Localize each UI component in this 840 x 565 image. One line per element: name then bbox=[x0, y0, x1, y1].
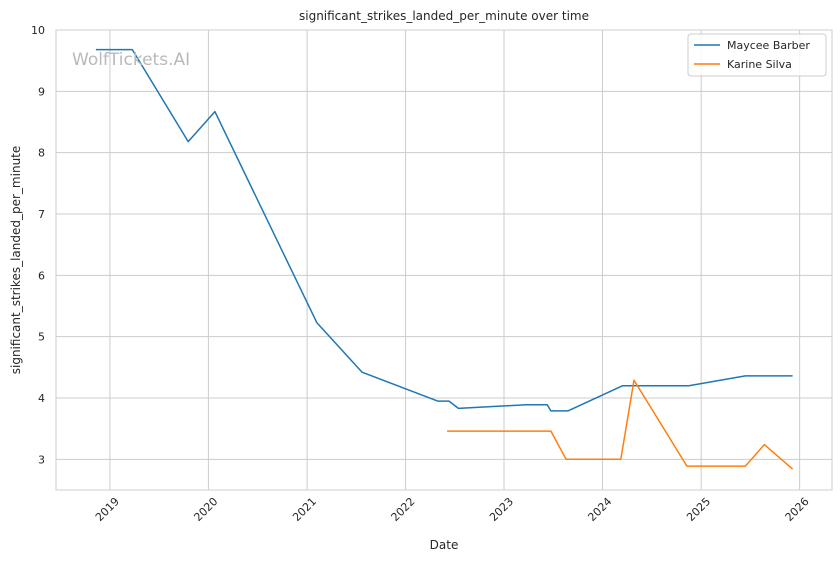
y-tick-label: 7 bbox=[38, 208, 45, 221]
chart-title: significant_strikes_landed_per_minute ov… bbox=[299, 9, 589, 23]
y-tick-label: 4 bbox=[38, 392, 45, 405]
legend-label-karine-silva: Karine Silva bbox=[727, 58, 792, 71]
x-axis-label: Date bbox=[430, 538, 459, 552]
watermark: WolfTickets.AI bbox=[72, 50, 190, 70]
y-tick-label: 3 bbox=[38, 453, 45, 466]
y-tick-label: 6 bbox=[38, 269, 45, 282]
y-axis-label: significant_strikes_landed_per_minute bbox=[9, 146, 23, 375]
y-tick-label: 8 bbox=[38, 147, 45, 160]
y-tick-label: 9 bbox=[38, 85, 45, 98]
plot-area bbox=[56, 30, 832, 490]
y-tick-label: 10 bbox=[31, 24, 45, 37]
y-tick-label: 5 bbox=[38, 331, 45, 344]
legend-label-maycee-barber: Maycee Barber bbox=[727, 39, 810, 52]
legend: Maycee Barber Karine Silva bbox=[688, 34, 826, 76]
